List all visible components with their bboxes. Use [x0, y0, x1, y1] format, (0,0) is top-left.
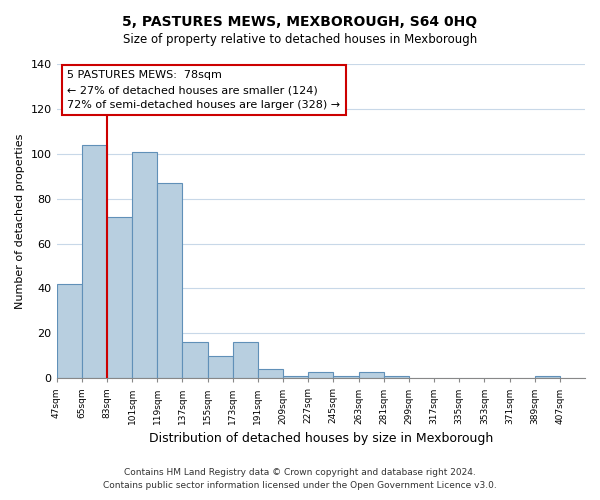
- Y-axis label: Number of detached properties: Number of detached properties: [15, 134, 25, 309]
- Text: Contains HM Land Registry data © Crown copyright and database right 2024.
Contai: Contains HM Land Registry data © Crown c…: [103, 468, 497, 490]
- Bar: [132, 152, 157, 378]
- Bar: [383, 376, 409, 378]
- Bar: [334, 376, 359, 378]
- Bar: [82, 145, 107, 378]
- Bar: [258, 370, 283, 378]
- Text: 5, PASTURES MEWS, MEXBOROUGH, S64 0HQ: 5, PASTURES MEWS, MEXBOROUGH, S64 0HQ: [122, 15, 478, 29]
- Bar: [182, 342, 208, 378]
- Bar: [157, 183, 182, 378]
- Bar: [283, 376, 308, 378]
- Text: 5 PASTURES MEWS:  78sqm
← 27% of detached houses are smaller (124)
72% of semi-d: 5 PASTURES MEWS: 78sqm ← 27% of detached…: [67, 70, 340, 110]
- Bar: [308, 372, 334, 378]
- Bar: [233, 342, 258, 378]
- X-axis label: Distribution of detached houses by size in Mexborough: Distribution of detached houses by size …: [149, 432, 493, 445]
- Bar: [107, 216, 132, 378]
- Bar: [56, 284, 82, 378]
- Bar: [535, 376, 560, 378]
- Text: Size of property relative to detached houses in Mexborough: Size of property relative to detached ho…: [123, 32, 477, 46]
- Bar: [208, 356, 233, 378]
- Bar: [359, 372, 383, 378]
